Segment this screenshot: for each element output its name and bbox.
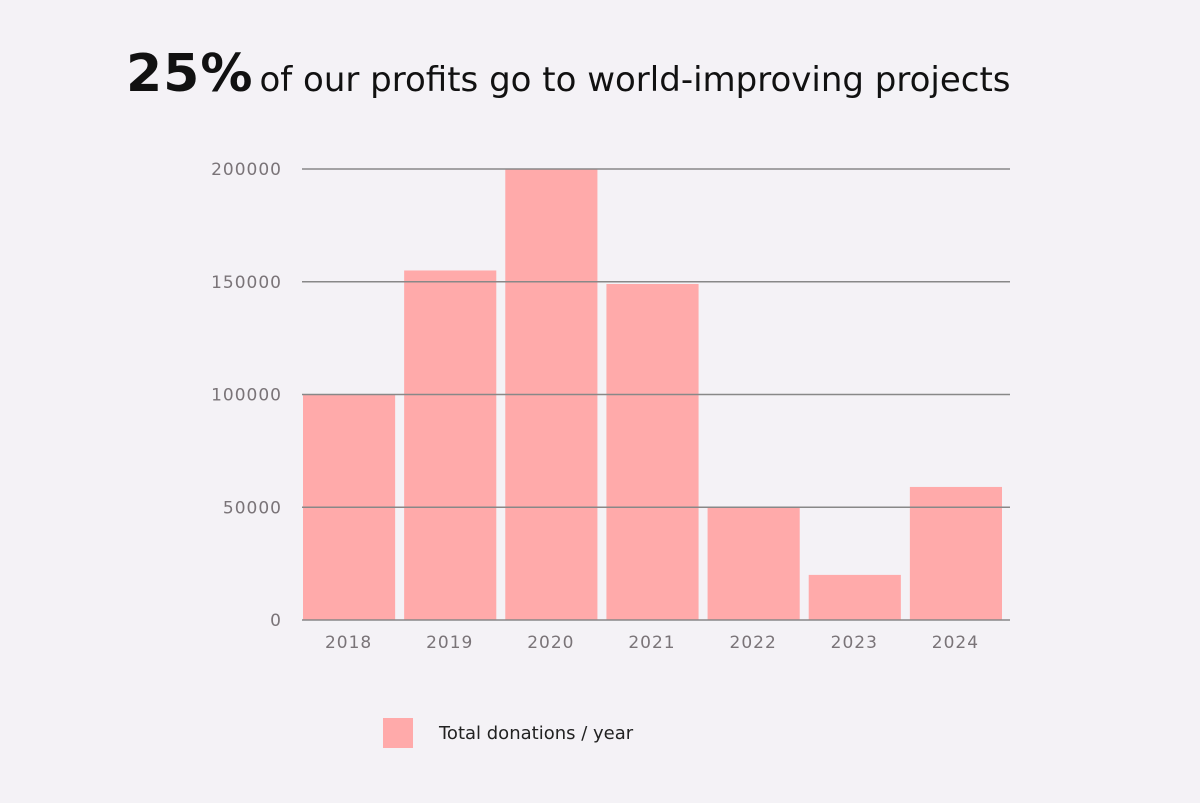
y-tick-label: 0: [270, 611, 282, 631]
bar-2024: [909, 486, 1002, 620]
bar-2019: [404, 270, 497, 620]
x-tick-label: 2022: [730, 633, 777, 653]
x-tick-label: 2019: [426, 633, 473, 653]
x-tick-label: 2020: [527, 633, 574, 653]
chart-title: 25% of our profits go to world-improving …: [126, 44, 1011, 104]
y-tick-label: 50000: [223, 498, 282, 518]
title-text: of our profits go to world-improving pro…: [259, 60, 1011, 100]
x-tick-label: 2023: [831, 633, 878, 653]
title-highlight: 25%: [126, 44, 254, 104]
bar-2021: [606, 284, 699, 620]
y-tick-label: 100000: [211, 386, 282, 406]
legend-swatch: [383, 718, 413, 748]
bar-2022: [707, 507, 800, 620]
legend-label: Total donations / year: [439, 722, 634, 744]
bar-2023: [808, 574, 901, 620]
legend: Total donations / year: [383, 718, 633, 748]
x-tick-label: 2024: [932, 633, 979, 653]
x-tick-label: 2018: [325, 633, 372, 653]
y-tick-label: 200000: [211, 160, 282, 180]
y-tick-label: 150000: [211, 273, 282, 293]
x-tick-label: 2021: [628, 633, 675, 653]
